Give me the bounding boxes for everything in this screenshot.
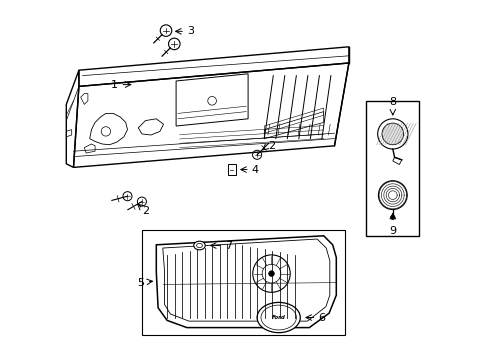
Text: 1: 1 (111, 80, 118, 90)
Text: 2: 2 (142, 206, 149, 216)
Text: 5: 5 (137, 278, 144, 288)
Text: 9: 9 (388, 226, 396, 236)
Bar (366, 101, 419, 236)
Bar (142, 230, 345, 335)
Ellipse shape (193, 241, 205, 250)
Text: 7: 7 (224, 240, 231, 251)
Circle shape (252, 255, 289, 292)
Text: 3: 3 (186, 26, 194, 36)
Text: Ford: Ford (271, 315, 285, 320)
Bar (227, 164, 235, 175)
Ellipse shape (257, 302, 300, 333)
Circle shape (268, 271, 274, 276)
Circle shape (390, 215, 394, 220)
Text: 4: 4 (251, 165, 258, 175)
Text: 8: 8 (388, 97, 396, 107)
Text: 6: 6 (318, 312, 325, 323)
Text: 2: 2 (267, 141, 274, 151)
Circle shape (381, 123, 403, 145)
